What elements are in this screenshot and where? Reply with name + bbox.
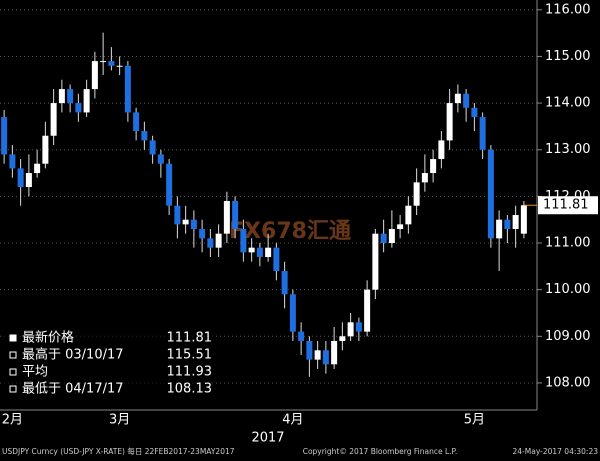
- candle-body: [446, 103, 453, 141]
- candle-body: [240, 229, 247, 253]
- last-price-label: 111.81: [543, 198, 589, 213]
- candle-body: [438, 140, 445, 160]
- candle-body: [421, 173, 428, 183]
- stats-marker: [9, 368, 17, 376]
- candle-body: [67, 89, 74, 104]
- candle-body: [487, 149, 494, 239]
- candle-body: [479, 117, 486, 150]
- x-tick-label: 4月: [282, 413, 303, 428]
- x-tick-label: 5月: [464, 413, 485, 428]
- x-year-label: 2017: [251, 431, 284, 446]
- candle-body: [124, 65, 131, 113]
- y-tick-label: 109.00: [545, 329, 591, 344]
- candle-body: [496, 219, 503, 239]
- candle-body: [199, 229, 206, 239]
- candle-body: [182, 219, 189, 225]
- candle-body: [215, 233, 222, 248]
- y-tick-label: 115.00: [545, 49, 591, 64]
- y-tick-label: 108.00: [545, 375, 591, 390]
- candle-body: [108, 61, 115, 66]
- candle-body: [265, 247, 272, 258]
- candle-body: [190, 219, 197, 230]
- candle-body: [9, 154, 16, 169]
- footer-center: Copyright© 2017 Bloomberg Finance L.P.: [303, 447, 458, 456]
- stats-label: 最低于 04/17/17: [22, 382, 124, 397]
- stats-label: 平均: [22, 365, 48, 380]
- candle-body: [116, 65, 123, 67]
- x-tick-label: 2月: [2, 413, 23, 428]
- candle-body: [166, 163, 173, 206]
- candle-body: [454, 93, 461, 104]
- candle-body: [347, 322, 354, 337]
- candle-body: [504, 219, 511, 230]
- stats-marker: [9, 334, 17, 342]
- stats-marker: [9, 351, 17, 359]
- candle-body: [405, 205, 412, 225]
- candle-body: [25, 173, 32, 188]
- y-tick-label: 113.00: [545, 142, 591, 157]
- candle-body: [281, 271, 288, 295]
- y-tick-label: 111.00: [545, 236, 591, 251]
- candle-body: [289, 294, 296, 332]
- stats-marker: [9, 385, 17, 393]
- stats-value: 108.13: [167, 382, 213, 397]
- candle-body: [471, 107, 478, 118]
- candle-body: [232, 201, 239, 230]
- candle-body: [223, 201, 230, 234]
- candle-body: [512, 215, 519, 230]
- candle-body: [413, 182, 420, 206]
- stats-value: 111.93: [167, 365, 213, 380]
- candle-body: [339, 336, 346, 341]
- plot-area: 108.00109.00110.00111.00112.00113.00114.…: [0, 2, 598, 428]
- stats-value: 115.51: [167, 348, 213, 363]
- watermark: FX678汇通: [229, 219, 351, 244]
- y-tick-label: 114.00: [545, 96, 591, 111]
- candle-body: [388, 229, 395, 244]
- stats-background: [4, 326, 216, 400]
- candle-body: [430, 159, 437, 174]
- candle-body: [273, 247, 280, 272]
- candle-body: [141, 131, 148, 141]
- y-tick-label: 116.00: [545, 2, 591, 17]
- candle-body: [372, 233, 379, 290]
- candle-body: [17, 168, 24, 188]
- stats-box: 最新价格 111.81 最高于 03/10/17 115.51 平均 111.93 最低于 …: [4, 326, 216, 400]
- candle-body: [463, 93, 470, 108]
- candle-body: [91, 61, 98, 90]
- candle-body: [83, 89, 90, 113]
- last-price-box: [538, 196, 598, 215]
- candle-body: [256, 247, 263, 258]
- candle-body: [298, 331, 305, 341]
- candle-body: [133, 112, 140, 132]
- candle-body: [355, 322, 362, 332]
- footer-left: USDJPY Curncy (USD-JPY X-RATE) 每日 22FEB2…: [2, 446, 235, 456]
- candle-body: [380, 233, 387, 244]
- y-tick-label: 110.00: [545, 282, 591, 297]
- stats-label: 最高于 03/10/17: [22, 347, 124, 363]
- candle-body: [50, 103, 57, 136]
- candle-body: [100, 61, 107, 63]
- candle-body: [520, 205, 527, 234]
- candle-body: [207, 238, 214, 248]
- candle-body: [75, 103, 82, 113]
- candle-body: [248, 247, 255, 253]
- candle-body: [58, 89, 65, 104]
- candle-body: [174, 205, 181, 225]
- candle-body: [157, 154, 164, 164]
- stats-label: 最新价格: [22, 330, 74, 346]
- stats-value: 111.81: [167, 331, 213, 346]
- candle-body: [306, 340, 313, 360]
- candle-body: [331, 340, 338, 365]
- candle-body: [42, 135, 49, 164]
- candle-body: [149, 140, 156, 155]
- candle-body: [314, 350, 321, 360]
- candle-body: [364, 289, 371, 332]
- x-tick-label: 3月: [109, 413, 130, 428]
- candle-body: [1, 117, 8, 155]
- candle-body: [34, 163, 41, 174]
- candle-body: [322, 350, 329, 365]
- footer-right: 24-May-2017 04:30:23: [513, 447, 599, 456]
- candle-body: [397, 224, 404, 230]
